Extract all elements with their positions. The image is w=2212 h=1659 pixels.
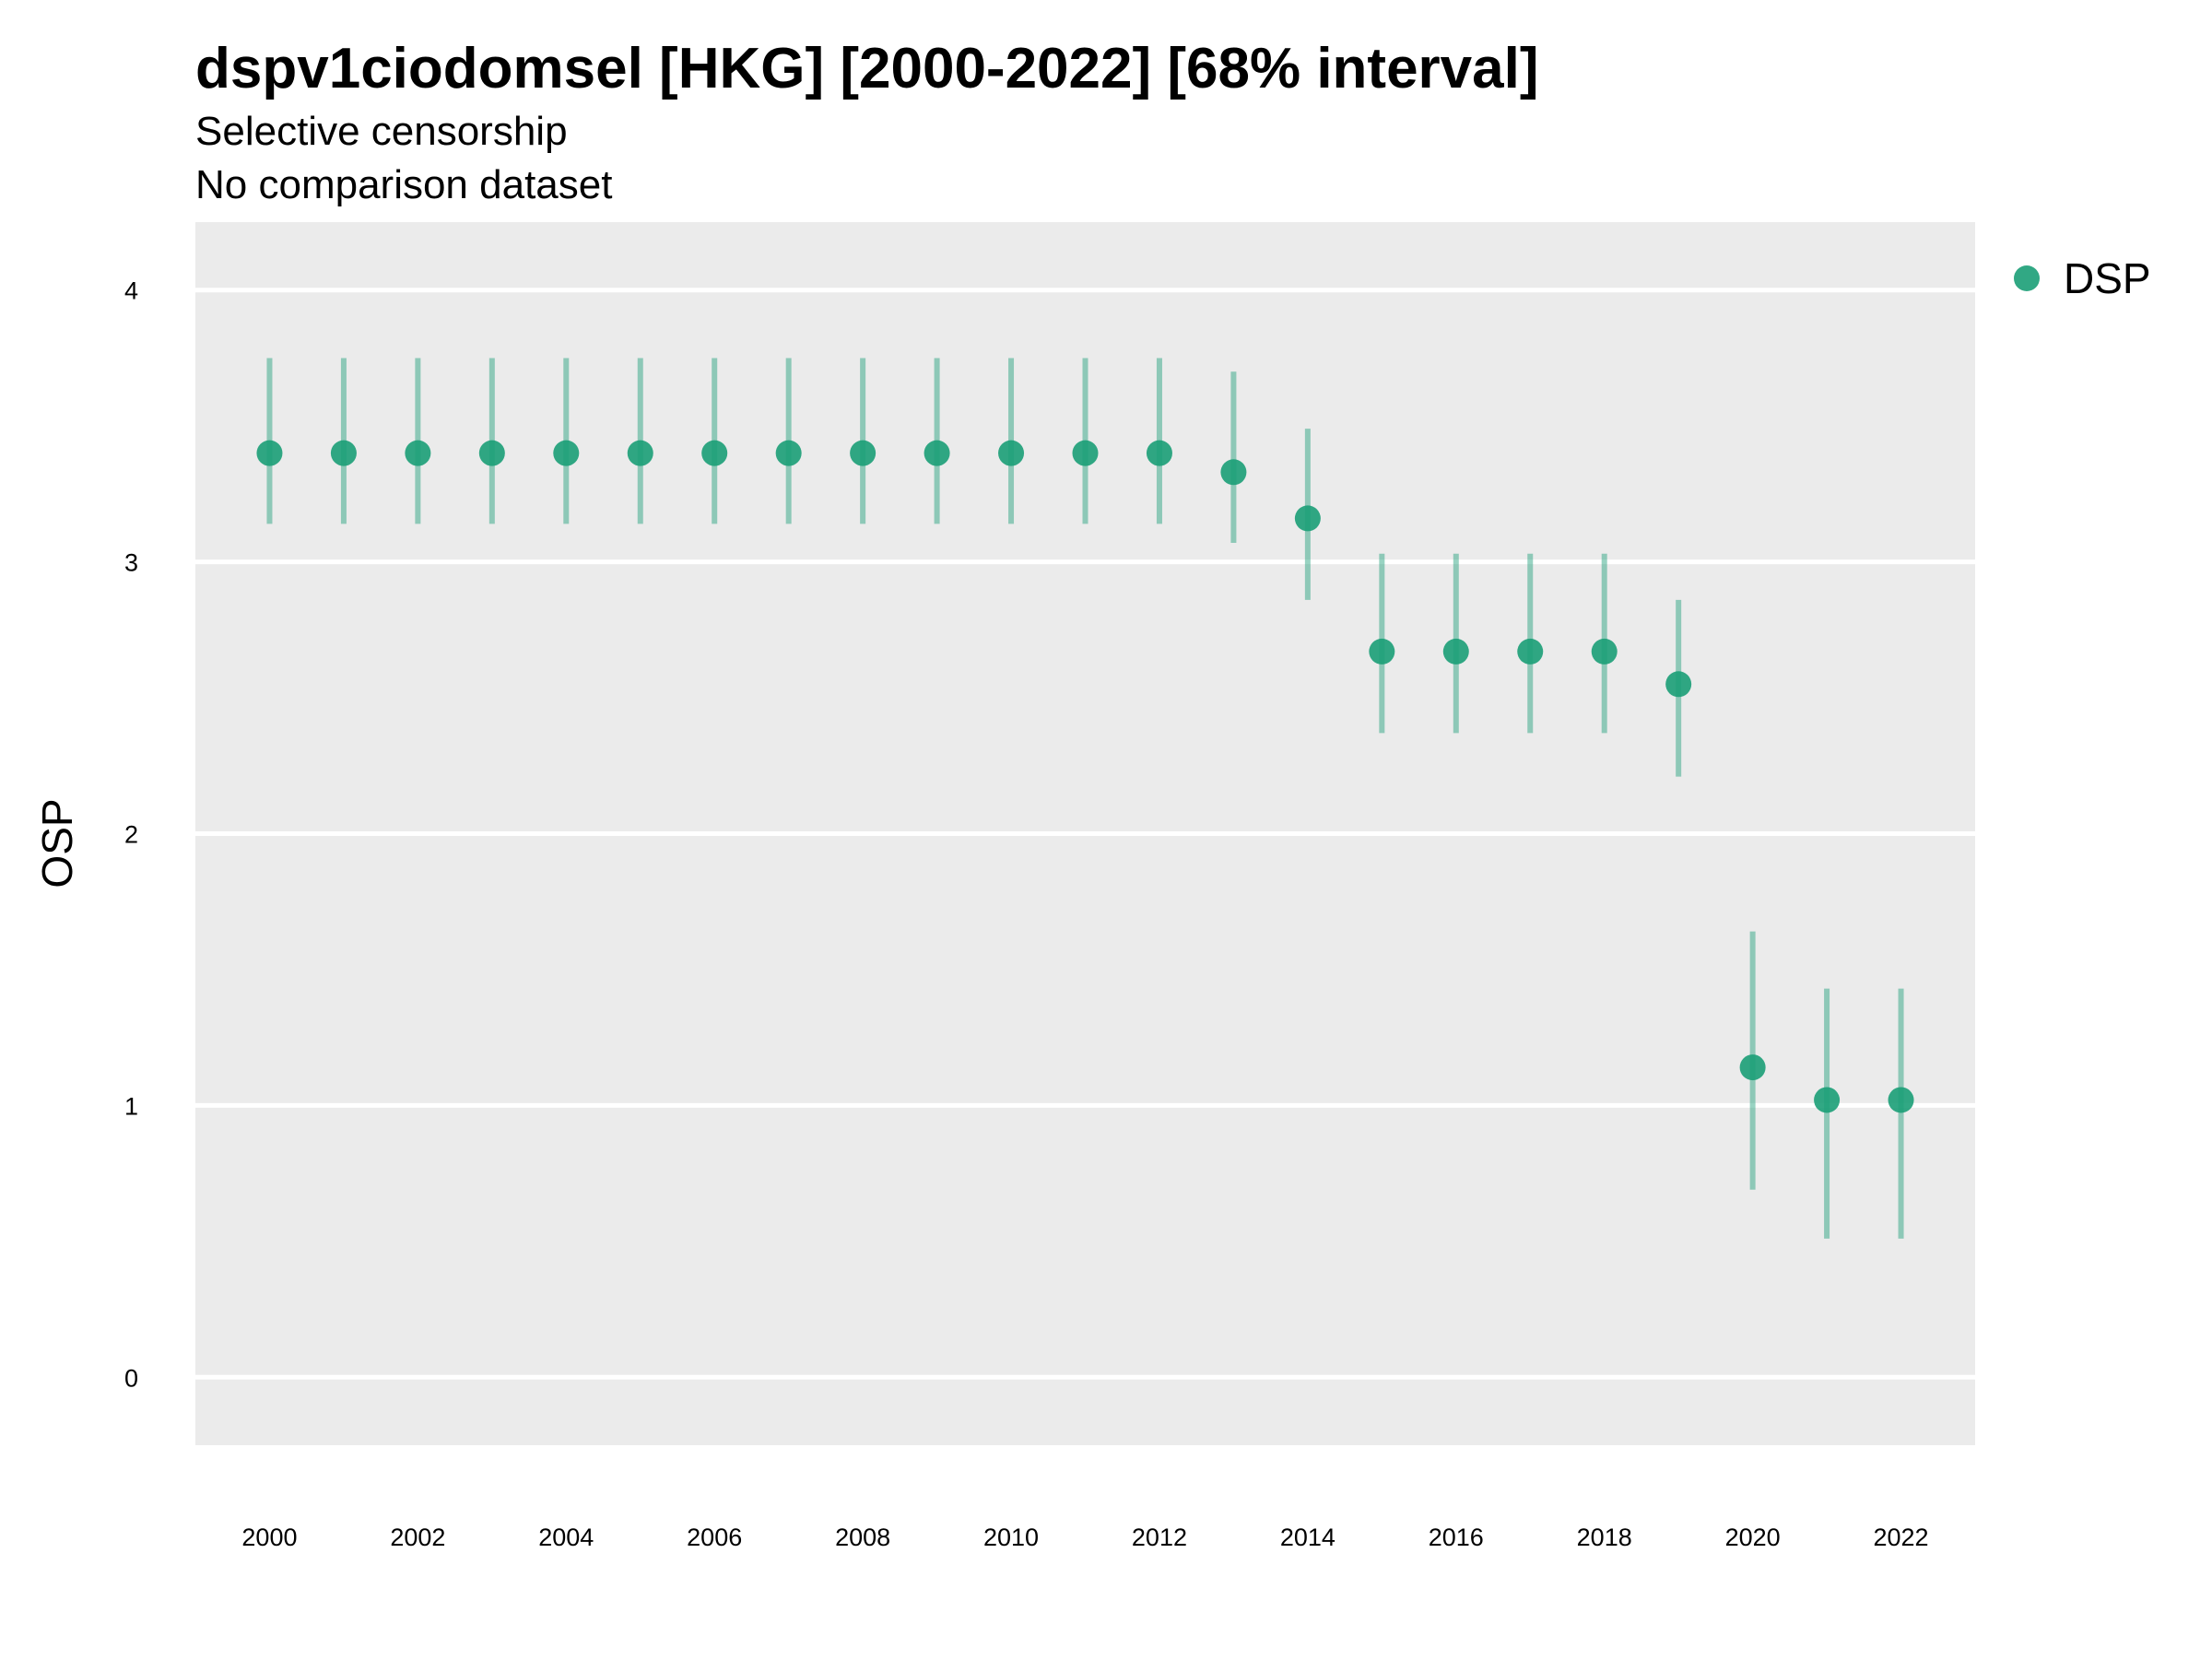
data-point-2001 bbox=[330, 440, 357, 466]
data-point-2009 bbox=[924, 440, 950, 466]
data-point-2010 bbox=[998, 440, 1025, 466]
y-tick-label-4: 4 bbox=[124, 277, 138, 305]
data-point-2021 bbox=[1814, 1087, 1841, 1113]
chart-title: dspv1ciodomsel [HKG] [2000-2022] [68% in… bbox=[195, 37, 1539, 100]
x-tick-label-2014: 2014 bbox=[1280, 1524, 1335, 1551]
y-tick-label-0: 0 bbox=[124, 1364, 138, 1392]
x-tick-label-2010: 2010 bbox=[983, 1524, 1039, 1551]
data-point-2004 bbox=[553, 440, 580, 466]
data-point-2008 bbox=[850, 440, 877, 466]
data-point-2005 bbox=[627, 440, 653, 466]
data-point-2013 bbox=[1220, 459, 1247, 486]
data-point-2011 bbox=[1072, 440, 1099, 466]
data-point-2019 bbox=[1665, 671, 1692, 698]
data-point-2003 bbox=[478, 440, 505, 466]
legend: DSP bbox=[2014, 254, 2151, 302]
data-point-2006 bbox=[701, 440, 728, 466]
grid-layer bbox=[195, 288, 1975, 1380]
data-point-2018 bbox=[1591, 638, 1618, 665]
x-tick-label-2020: 2020 bbox=[1725, 1524, 1781, 1551]
x-tick-label-2012: 2012 bbox=[1132, 1524, 1187, 1551]
data-point-2002 bbox=[405, 440, 431, 466]
y-tick-label-2: 2 bbox=[124, 821, 138, 849]
data-point-2017 bbox=[1517, 638, 1544, 665]
data-point-2022 bbox=[1888, 1087, 1914, 1113]
y-tick-label-1: 1 bbox=[124, 1092, 138, 1120]
x-tick-label-2004: 2004 bbox=[538, 1524, 594, 1551]
chart-subtitle: Selective censorship bbox=[195, 109, 568, 154]
data-point-2014 bbox=[1294, 505, 1321, 532]
y-tick-labels: 0 1 2 3 4 bbox=[124, 277, 138, 1393]
x-tick-label-2016: 2016 bbox=[1429, 1524, 1484, 1551]
chart-subtitle-secondary: No comparison dataset bbox=[195, 162, 612, 207]
data-point-2000 bbox=[256, 440, 283, 466]
x-tick-label-2008: 2008 bbox=[835, 1524, 890, 1551]
data-point-2016 bbox=[1442, 638, 1469, 665]
legend-key-dsp bbox=[2014, 265, 2040, 291]
y-axis-label: OSP bbox=[33, 798, 81, 888]
x-tick-label-2002: 2002 bbox=[390, 1524, 445, 1551]
y-tick-label-3: 3 bbox=[124, 549, 138, 577]
data-point-2020 bbox=[1739, 1054, 1766, 1081]
legend-label-dsp: DSP bbox=[2064, 254, 2151, 302]
x-tick-label-2006: 2006 bbox=[687, 1524, 742, 1551]
data-point-2015 bbox=[1369, 638, 1395, 665]
x-tick-labels: 2000 2002 2004 2006 2008 2010 2012 2014 2016 2018… bbox=[241, 1524, 1928, 1551]
data-point-2012 bbox=[1146, 440, 1172, 466]
data-point-2007 bbox=[775, 440, 802, 466]
data-points bbox=[256, 440, 1914, 1113]
x-tick-label-2022: 2022 bbox=[1874, 1524, 1929, 1551]
x-tick-label-2000: 2000 bbox=[241, 1524, 297, 1551]
x-tick-label-2018: 2018 bbox=[1577, 1524, 1632, 1551]
